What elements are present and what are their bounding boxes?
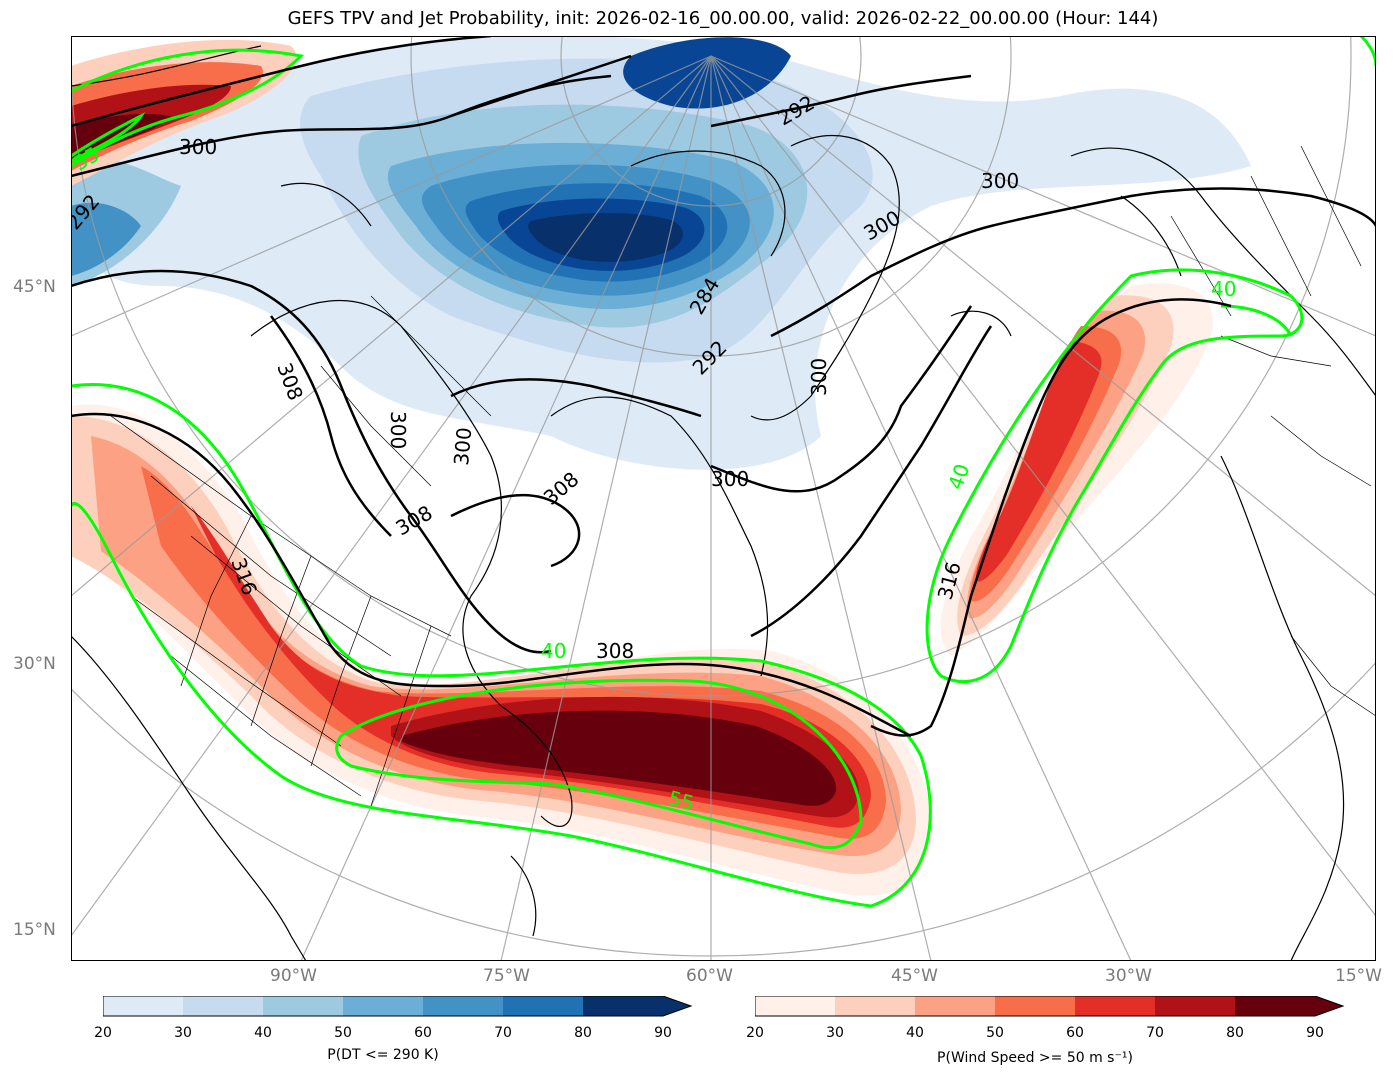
jet-tick: 30 — [826, 1025, 844, 1041]
tpv-colorbar — [103, 996, 693, 1017]
lon-label: 75°W — [483, 966, 530, 986]
graticule — [71, 36, 1376, 961]
jet-colorbar-label: P(Wind Speed >= 50 m s⁻¹) — [937, 1050, 1133, 1066]
tpv-tick: 30 — [174, 1025, 192, 1041]
contour-label: 300 — [711, 467, 749, 491]
lon-label: 90°W — [270, 966, 317, 986]
tpv-tick: 80 — [574, 1025, 592, 1041]
tpv-tick: 60 — [414, 1025, 432, 1041]
jet-tick: 20 — [746, 1025, 764, 1041]
lat-label: 15°N — [13, 920, 56, 940]
political-boundaries — [110, 145, 1376, 807]
jet-tick: 40 — [906, 1025, 924, 1041]
contour-label: 300 — [807, 358, 831, 396]
map-panel[interactable]: 300 292 284 300 300 308 308 300 300 316 … — [71, 36, 1376, 961]
tpv-tick: 20 — [94, 1025, 112, 1041]
jet-tick: 50 — [986, 1025, 1004, 1041]
tpv-colorbar-label: P(DT <= 290 K) — [327, 1047, 439, 1063]
tpv-tick: 70 — [494, 1025, 512, 1041]
lon-label: 60°W — [686, 966, 733, 986]
lat-label: 45°N — [13, 277, 56, 297]
lon-label: 30°W — [1105, 966, 1152, 986]
lon-label: 15°W — [1335, 966, 1382, 986]
tpv-tick: 40 — [254, 1025, 272, 1041]
contour-label: 300 — [179, 135, 217, 159]
map-title: GEFS TPV and Jet Probability, init: 2026… — [287, 8, 1159, 29]
theta-contours — [71, 36, 1376, 738]
contour-label: 40 — [1211, 277, 1236, 301]
jet-tick: 80 — [1226, 1025, 1244, 1041]
jet-probability-field — [71, 39, 1213, 896]
jet-tick: 90 — [1306, 1025, 1324, 1041]
jet-tick: 70 — [1146, 1025, 1164, 1041]
contour-label: 300 — [386, 411, 410, 449]
tpv-tick: 50 — [334, 1025, 352, 1041]
tpv-tick: 90 — [654, 1025, 672, 1041]
contour-label: 40 — [541, 639, 566, 663]
coastlines — [71, 45, 1376, 961]
jet-colorbar — [755, 996, 1345, 1017]
contour-label: 308 — [596, 639, 634, 663]
lat-label: 30°N — [13, 654, 56, 674]
contour-label: 300 — [449, 426, 476, 466]
contour-label: 300 — [981, 169, 1019, 193]
jet-tick: 60 — [1066, 1025, 1084, 1041]
lon-label: 45°W — [891, 966, 938, 986]
